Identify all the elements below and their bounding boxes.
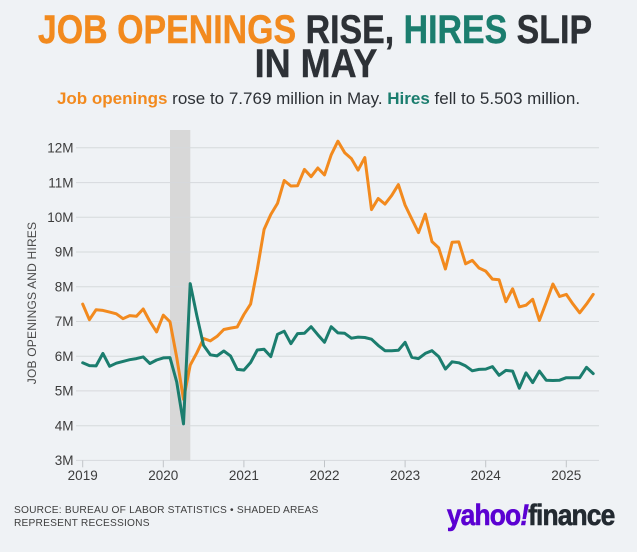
svg-text:12M: 12M	[47, 141, 73, 156]
svg-text:2021: 2021	[229, 468, 259, 483]
svg-text:11M: 11M	[48, 175, 73, 190]
svg-text:7M: 7M	[55, 314, 74, 329]
svg-text:3M: 3M	[55, 453, 74, 468]
svg-text:2019: 2019	[68, 468, 98, 483]
svg-text:8M: 8M	[55, 280, 74, 295]
svg-text:2023: 2023	[390, 468, 420, 483]
svg-text:9M: 9M	[55, 245, 74, 260]
svg-text:6M: 6M	[55, 349, 74, 364]
svg-text:2020: 2020	[148, 468, 178, 483]
svg-text:4M: 4M	[55, 418, 74, 433]
svg-text:2025: 2025	[551, 468, 581, 483]
svg-text:2024: 2024	[471, 468, 502, 483]
svg-text:JOB OPENINGS AND HIRES: JOB OPENINGS AND HIRES	[25, 222, 39, 384]
svg-text:5M: 5M	[55, 384, 74, 399]
svg-text:10M: 10M	[47, 210, 73, 225]
svg-text:2022: 2022	[309, 468, 339, 483]
